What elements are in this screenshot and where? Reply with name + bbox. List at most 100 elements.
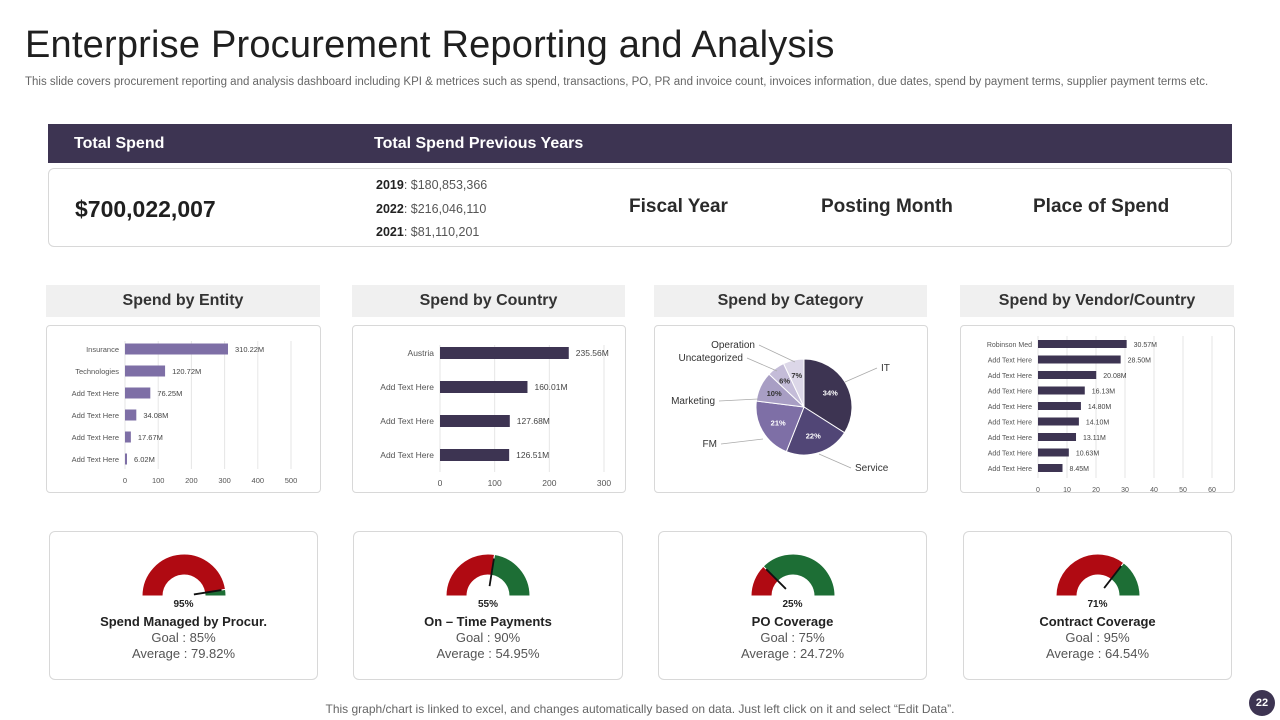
fiscal-year-filter[interactable]: Fiscal Year (629, 196, 728, 217)
x-tick-label: 400 (252, 476, 265, 485)
gauge-meter (445, 553, 531, 597)
bar[interactable] (1038, 433, 1077, 441)
previous-year-value: $216,046,110 (410, 202, 487, 216)
gauge-percent: 95% (173, 599, 194, 610)
leader-line (758, 344, 796, 363)
category-label: Austria (408, 348, 435, 358)
bar-value-label: 10.63M (1076, 451, 1100, 458)
bar[interactable] (125, 431, 131, 443)
bar[interactable] (125, 343, 228, 355)
category-label: Add Text Here (988, 358, 1032, 365)
previous-years-label: Total Spend Previous Years (374, 135, 584, 152)
category-chart-panel: 34% IT 22% Service 21% FM 10% Marketing 6% Uncate… (654, 325, 928, 493)
category-label: Add Text Here (988, 435, 1032, 442)
bar[interactable] (440, 415, 510, 427)
gauge-goal: Goal : 95% (1065, 630, 1130, 645)
gauge-percent: 25% (782, 599, 803, 610)
bar[interactable] (125, 409, 137, 421)
bar[interactable] (440, 381, 528, 393)
x-tick-label: 300 (218, 476, 231, 485)
entity-bar-chart[interactable]: 0 100 200 300 400 500 Insurance 310.22M Technolo… (47, 326, 322, 494)
gauge-meter (140, 553, 227, 597)
bar[interactable] (1038, 464, 1063, 472)
category-label: Add Text Here (380, 450, 434, 460)
x-tick-label: 40 (1150, 487, 1158, 494)
slice-percent-label: 22% (806, 432, 821, 441)
previous-year-row: 2021: $81,110,201 (376, 225, 480, 239)
bar[interactable] (440, 449, 510, 461)
previous-year-value: $81,110,201 (410, 225, 480, 239)
category-label: Add Text Here (988, 451, 1032, 458)
leader-line (818, 453, 852, 469)
bar-value-label: 126.51M (516, 450, 549, 460)
bar-value-label: 16.13M (1092, 389, 1116, 396)
bar[interactable] (1038, 402, 1081, 410)
x-tick-label: 60 (1208, 487, 1216, 494)
country-bar-chart[interactable]: 0 100 200 300 Austria 235.56M Add Text Here 160… (353, 326, 627, 494)
category-label: Operation (711, 340, 755, 351)
bar[interactable] (1038, 448, 1069, 457)
gauge-needle (1102, 565, 1122, 589)
entity-chart-panel: 0 100 200 300 400 500 Insurance 310.22M Technolo… (46, 325, 321, 493)
previous-year: 2021 (376, 225, 404, 239)
vendor-chart-panel: 0 10 20 30 40 50 60 Robinson Med 30.57M Add Text … (960, 325, 1236, 494)
previous-year-row: 2019: $180,853,366 (376, 178, 488, 192)
x-tick-label: 0 (438, 478, 443, 488)
bar-value-label: 235.56M (576, 348, 609, 358)
bar-value-label: 160.01M (534, 382, 567, 392)
x-tick-label: 200 (542, 478, 556, 488)
gauge-average: Average : 79.82% (131, 646, 236, 661)
category-pie-chart[interactable]: 34% IT 22% Service 21% FM 10% Marketing 6% Uncate… (655, 326, 929, 494)
gauge-label: On – Time Payments (424, 614, 552, 629)
category-label: Uncategorized (679, 353, 743, 364)
spend-by-vendor-title: Spend by Vendor/Country (960, 285, 1234, 317)
category-label: Add Text Here (72, 455, 119, 464)
bar[interactable] (125, 453, 127, 465)
gauge-needle (488, 558, 495, 587)
page-subtitle: This slide covers procurement reporting … (25, 76, 1209, 88)
pie-slice[interactable] (785, 406, 846, 456)
bar[interactable] (125, 365, 166, 377)
x-tick-label: 20 (1092, 487, 1100, 494)
gauge-average: Average : 54.95% (436, 646, 540, 661)
gauge-average: Average : 24.72% (740, 646, 845, 661)
bar-value-label: 14.80M (1088, 404, 1112, 411)
bar-value-label: 17.67M (138, 433, 163, 442)
gauge-green-band (490, 553, 531, 597)
bar[interactable] (1038, 340, 1127, 348)
x-tick-label: 300 (597, 478, 611, 488)
pie-slice[interactable] (782, 358, 805, 408)
pie-slice[interactable] (755, 400, 805, 453)
bar[interactable] (125, 387, 151, 399)
footer-note: This graph/chart is linked to excel, and… (325, 702, 955, 716)
category-label: Technologies (75, 367, 119, 376)
x-tick-label: 100 (488, 478, 502, 488)
vendor-bar-chart[interactable]: 0 10 20 30 40 50 60 Robinson Med 30.57M Add Text … (961, 326, 1236, 494)
bar[interactable] (1038, 355, 1121, 364)
gauge-label: Spend Managed by Procur. (100, 614, 267, 629)
leader-line (718, 398, 759, 402)
category-label: FM (703, 439, 717, 450)
x-tick-label: 0 (1036, 487, 1040, 494)
gauge-card: 55% On – Time Payments Goal : 90% Averag… (353, 531, 623, 680)
posting-month-filter[interactable]: Posting Month (821, 196, 953, 217)
bar[interactable] (1038, 371, 1097, 379)
gauge-goal: Goal : 75% (760, 630, 825, 645)
category-label: Insurance (86, 345, 119, 354)
gauge-green-band (762, 553, 836, 597)
x-tick-label: 30 (1121, 487, 1129, 494)
page-number-badge: 22 (1249, 690, 1275, 716)
bar[interactable] (1038, 417, 1079, 426)
gauge-red-band (140, 553, 226, 597)
previous-year-value: $180,853,366 (410, 178, 488, 192)
place-of-spend-filter[interactable]: Place of Spend (1033, 196, 1170, 217)
x-tick-label: 0 (123, 476, 127, 485)
gauge-needle (764, 568, 787, 590)
bar[interactable] (1038, 386, 1085, 395)
category-label: Add Text Here (380, 416, 434, 426)
page-title: Enterprise Procurement Reporting and Ana… (25, 24, 835, 66)
category-label: Add Text Here (988, 389, 1032, 396)
bar-value-label: 8.45M (1070, 466, 1090, 473)
total-spend-label: Total Spend (74, 135, 165, 152)
bar[interactable] (440, 347, 569, 359)
